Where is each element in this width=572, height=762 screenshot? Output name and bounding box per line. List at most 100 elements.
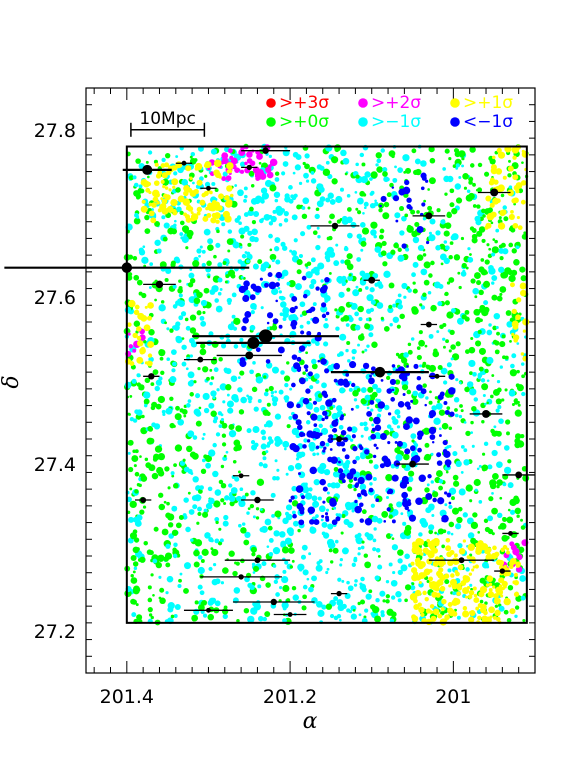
galaxy-point — [333, 506, 337, 510]
galaxy-point — [184, 214, 191, 220]
galaxy-point — [329, 405, 334, 410]
galaxy-point — [217, 262, 223, 268]
galaxy-point — [357, 601, 361, 606]
galaxy-point — [147, 425, 153, 432]
galaxy-point — [406, 365, 409, 368]
galaxy-point — [268, 154, 272, 158]
galaxy-point — [154, 162, 159, 167]
galaxy-point — [312, 316, 320, 324]
galaxy-point — [301, 206, 306, 210]
galaxy-point — [182, 198, 191, 206]
galaxy-point — [437, 572, 444, 579]
galaxy-point — [347, 232, 353, 239]
galaxy-point — [520, 525, 526, 530]
galaxy-point — [480, 258, 485, 262]
galaxy-point — [307, 371, 313, 377]
galaxy-point — [336, 599, 344, 606]
galaxy-point — [174, 444, 183, 452]
galaxy-point — [351, 484, 356, 488]
galaxy-point — [475, 340, 482, 347]
galaxy-point — [240, 527, 247, 534]
galaxy-point — [438, 409, 446, 416]
galaxy-point — [389, 182, 394, 188]
galaxy-point — [418, 474, 426, 482]
galaxy-point — [351, 434, 356, 439]
galaxy-point — [222, 400, 226, 404]
galaxy-point — [448, 444, 452, 448]
galaxy-point — [348, 387, 353, 392]
galaxy-point — [391, 388, 395, 392]
galaxy-point — [397, 569, 403, 576]
galaxy-point — [484, 171, 490, 177]
galaxy-point — [376, 158, 382, 164]
galaxy-point — [306, 330, 312, 336]
galaxy-point — [255, 167, 259, 171]
galaxy-point — [193, 380, 197, 384]
galaxy-point — [474, 488, 478, 492]
cluster-marker — [374, 366, 386, 378]
galaxy-point — [257, 399, 262, 403]
galaxy-point — [265, 359, 271, 364]
galaxy-point — [469, 553, 473, 557]
galaxy-point — [472, 371, 477, 377]
galaxy-point — [150, 573, 154, 577]
galaxy-point — [439, 324, 444, 330]
galaxy-point — [136, 340, 144, 347]
galaxy-point — [411, 582, 415, 586]
galaxy-point — [407, 509, 410, 512]
galaxy-point — [237, 259, 243, 264]
galaxy-point — [463, 459, 470, 466]
galaxy-point — [408, 514, 417, 522]
galaxy-point — [332, 427, 338, 433]
galaxy-point — [402, 393, 406, 397]
galaxy-point — [179, 220, 185, 226]
galaxy-point — [429, 540, 434, 545]
galaxy-point — [190, 341, 198, 348]
galaxy-point — [390, 595, 396, 600]
galaxy-point — [446, 211, 452, 216]
galaxy-point — [221, 442, 227, 447]
galaxy-point — [222, 456, 228, 462]
galaxy-point — [311, 358, 317, 365]
galaxy-point — [133, 464, 137, 468]
galaxy-point — [508, 242, 514, 248]
galaxy-point — [306, 577, 310, 581]
galaxy-point — [506, 618, 512, 623]
galaxy-point — [331, 412, 339, 420]
galaxy-point — [368, 332, 374, 338]
galaxy-point — [238, 409, 245, 415]
galaxy-point — [322, 449, 326, 453]
galaxy-point — [317, 262, 325, 270]
galaxy-point — [334, 308, 338, 312]
galaxy-point — [226, 185, 233, 192]
galaxy-point — [280, 370, 285, 375]
galaxy-point — [320, 279, 324, 283]
galaxy-point — [469, 146, 476, 153]
galaxy-point — [175, 161, 183, 169]
galaxy-point — [520, 180, 527, 186]
galaxy-point — [253, 236, 259, 243]
galaxy-point — [520, 595, 526, 601]
galaxy-point — [230, 487, 238, 494]
galaxy-point — [477, 187, 483, 193]
galaxy-point — [181, 409, 188, 415]
x-tick-label: 201.2 — [263, 686, 317, 708]
cluster-marker — [254, 557, 261, 564]
galaxy-point — [184, 230, 188, 234]
galaxy-point — [225, 175, 232, 182]
galaxy-point — [507, 159, 511, 163]
galaxy-point — [348, 610, 353, 614]
galaxy-point — [328, 271, 332, 275]
galaxy-point — [223, 367, 229, 373]
galaxy-point — [220, 464, 225, 469]
galaxy-point — [217, 291, 222, 296]
galaxy-point — [495, 616, 501, 622]
galaxy-point — [388, 282, 395, 289]
galaxy-point — [403, 423, 410, 431]
galaxy-point — [451, 507, 460, 515]
galaxy-point — [428, 576, 434, 582]
galaxy-point — [503, 609, 509, 615]
galaxy-point — [410, 209, 416, 215]
galaxy-point — [243, 186, 248, 191]
galaxy-point — [209, 381, 213, 386]
